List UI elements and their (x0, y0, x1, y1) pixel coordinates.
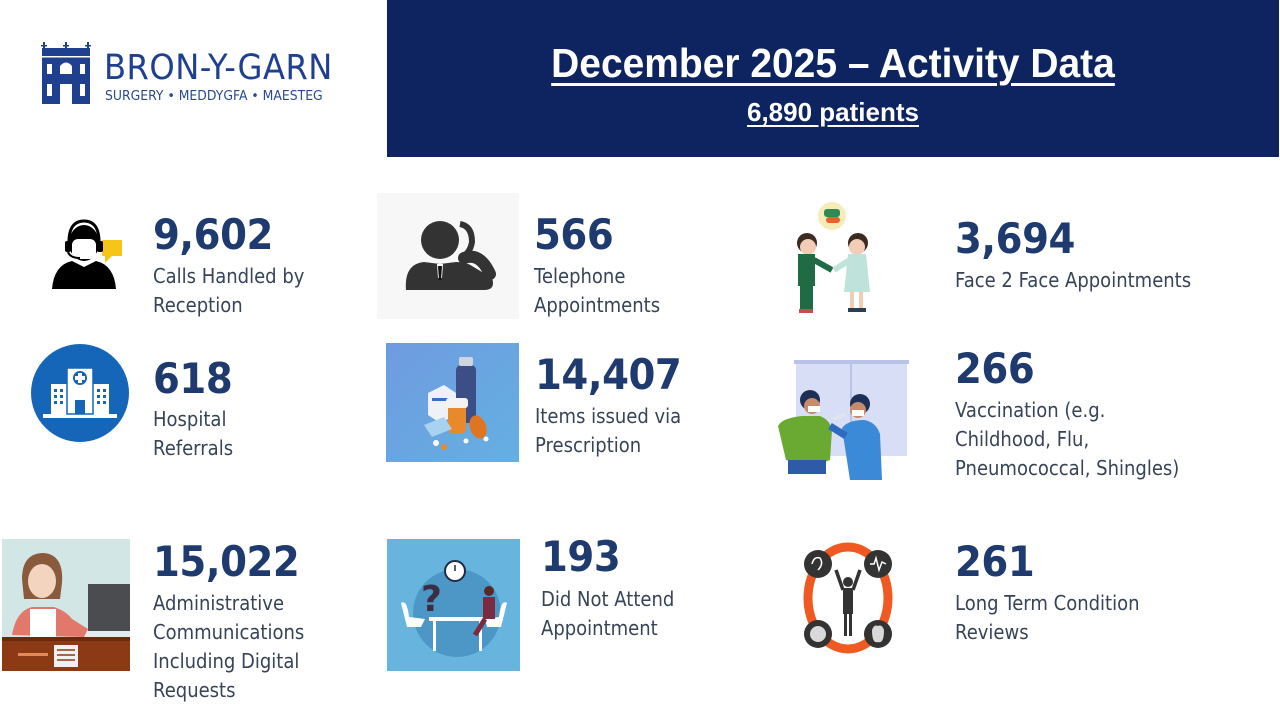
practice-logo: BRON-Y-GARN SURGERY • MEDDYGFA • MAESTEG (38, 38, 358, 108)
header-banner: December 2025 – Activity Data 6,890 pati… (387, 0, 1279, 157)
call-centre-headset-icon (52, 219, 122, 289)
long-term-condition-ring-icon (803, 542, 893, 654)
stat-value: 193 (541, 532, 621, 581)
empty-chair-meeting-icon: ? (401, 560, 507, 657)
vaccination-icon (778, 360, 909, 480)
page-title: December 2025 – Activity Data (551, 40, 1115, 86)
dna-image-frame: ? (387, 539, 520, 671)
stat-label: Did Not Attend Appointment (541, 587, 675, 640)
stat-value: 266 (955, 344, 1035, 393)
stat-label: Administrative Communications Including … (153, 591, 305, 702)
admin-image-frame (2, 539, 130, 671)
stat-label: Items issued via Prescription (535, 404, 682, 457)
svg-text:?: ? (421, 579, 442, 620)
stat-value: 3,694 (955, 214, 1075, 263)
stat-value: 618 (153, 354, 233, 403)
stat-value: 14,407 (535, 350, 682, 399)
hospital-building-icon (31, 344, 129, 442)
stat-label: Hospital Referrals (153, 407, 234, 460)
prescription-image-frame (386, 343, 519, 462)
receptionist-desk-icon (2, 553, 130, 671)
castle-logo-icon (41, 42, 91, 104)
telephone-image-frame (377, 193, 519, 319)
stat-label: Telephone Appointments (534, 264, 661, 317)
stat-value: 9,602 (153, 210, 273, 259)
telephone-person-icon (405, 221, 496, 290)
patient-count: 6,890 patients (747, 97, 919, 127)
stat-value: 566 (534, 210, 614, 259)
handshake-people-icon (797, 202, 870, 313)
stat-label: Vaccination (e.g. Childhood, Flu, Pneumo… (955, 398, 1180, 480)
practice-name: BRON-Y-GARN (104, 48, 333, 88)
practice-tagline: SURGERY • MEDDYGFA • MAESTEG (105, 88, 323, 104)
stat-label: Long Term Condition Reviews (955, 591, 1140, 644)
stat-value: 15,022 (153, 537, 300, 586)
stat-label: Face 2 Face Appointments (955, 268, 1192, 292)
stat-value: 261 (955, 537, 1035, 586)
stat-label: Calls Handled by Reception (153, 264, 305, 317)
medicine-bottles-icon (424, 357, 489, 450)
